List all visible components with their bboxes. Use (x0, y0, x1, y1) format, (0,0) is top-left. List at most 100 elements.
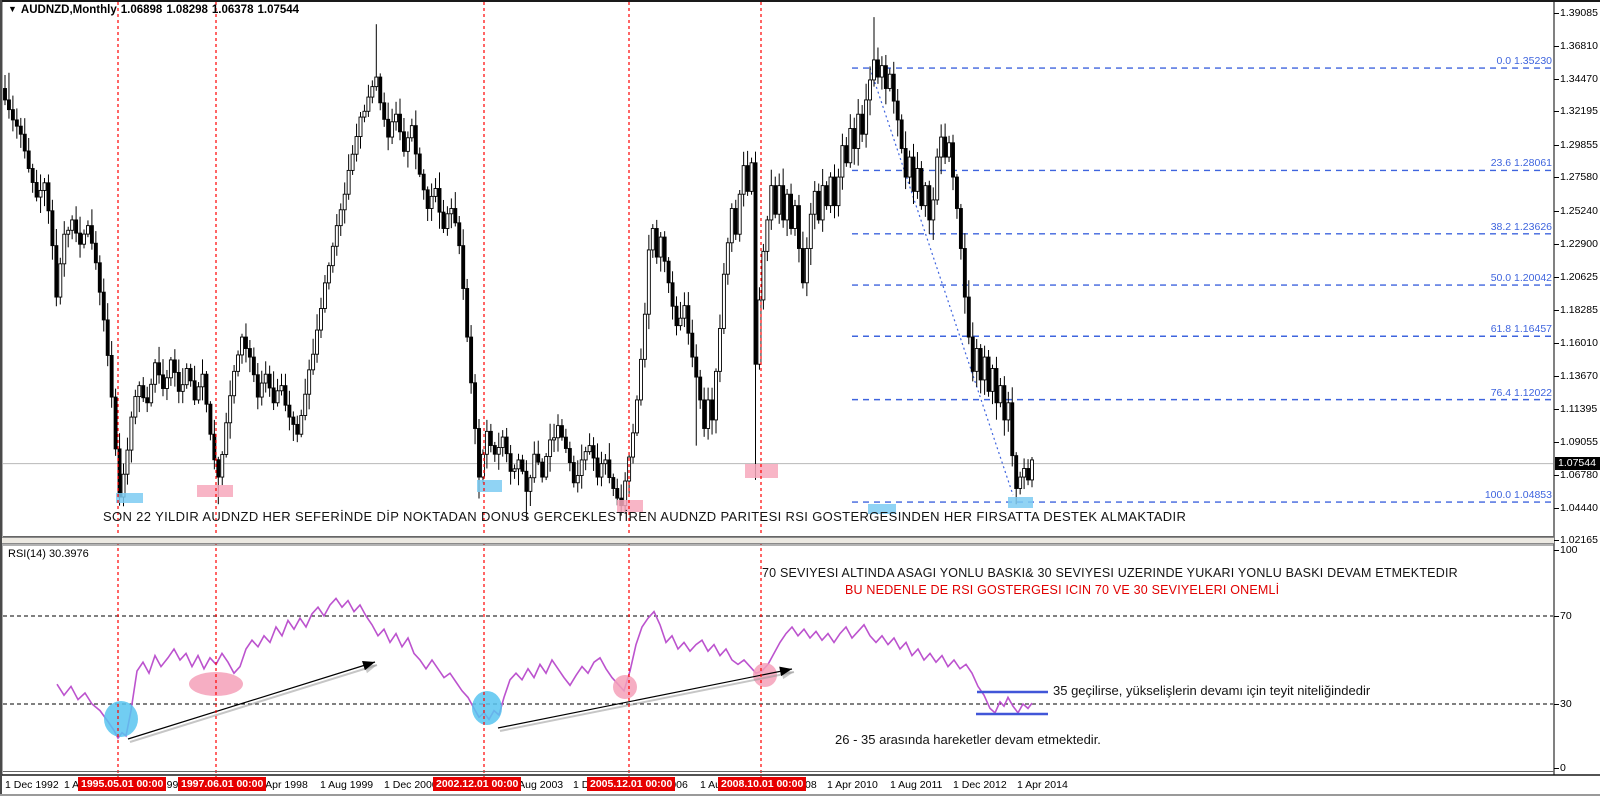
rsi-blue-marker[interactable] (104, 701, 138, 737)
price-axis-tick (1554, 507, 1559, 509)
collapse-triangle-icon[interactable]: ▼ (8, 4, 17, 14)
fib-level-label: 76.4 1.12022 (1490, 386, 1552, 399)
price-axis-label: 1.11395 (1560, 402, 1598, 415)
price-axis-tick (1554, 474, 1559, 476)
trend-arrow[interactable] (127, 661, 376, 740)
rsi-axis-tick (1554, 704, 1559, 705)
quote-low: 1.06378 (211, 4, 254, 16)
trend-guide-line[interactable] (869, 67, 1014, 496)
price-axis-label: 1.22900 (1560, 238, 1598, 251)
vline-date-highlight: 2008.10.01 00:00 (718, 777, 807, 791)
current-price-tag: 1.07544 (1555, 457, 1600, 470)
candlesticks (3, 17, 1034, 520)
annotation-26-35-range: 26 - 35 arasında hareketler devam etmekt… (835, 732, 1101, 747)
price-axis-label: 1.39085 (1560, 7, 1598, 19)
price-axis-tick (1554, 144, 1559, 146)
time-axis-label: 1 Dec 2000 (384, 779, 438, 791)
fib-level-label: 100.0 1.04853 (1484, 489, 1552, 502)
time-axis-label: 1 Apr 1998 (257, 779, 308, 791)
window-top-border (0, 0, 1600, 2)
blue-dip-marker (116, 493, 143, 503)
rsi-axis-tick (1554, 616, 1559, 617)
price-axis-tick (1554, 78, 1559, 80)
price-axis-label: 1.25240 (1560, 204, 1598, 217)
time-axis-label: 1 Apr 2014 (1017, 779, 1068, 791)
price-axis-label: 1.13670 (1560, 370, 1598, 383)
price-axis-label: 1.32195 (1560, 105, 1598, 118)
price-axis-tick (1554, 244, 1559, 246)
blue-dip-marker (477, 480, 502, 492)
fib-level-label: 50.0 1.20042 (1490, 272, 1552, 285)
rsi-pink-marker[interactable] (189, 672, 243, 696)
price-axis-tick (1554, 342, 1559, 344)
window-left-border (0, 0, 2, 796)
price-axis-tick (1554, 276, 1559, 278)
fib-level-label: 61.8 1.16457 (1490, 323, 1552, 336)
price-axis-label: 1.18285 (1560, 304, 1598, 317)
rsi-pink-marker[interactable] (613, 675, 637, 699)
pink-dip-marker (617, 500, 643, 512)
vline-date-highlight: 1997.06.01 00:00 (178, 777, 267, 791)
fibonacci-retracement[interactable] (852, 67, 1553, 503)
panel-separator[interactable] (0, 537, 1554, 544)
pink-dip-marker (197, 485, 233, 497)
rsi-line (56, 597, 1033, 740)
rsi-axis-label: 100 (1560, 544, 1578, 556)
quote-open: 1.06898 (120, 4, 163, 16)
price-axis-label: 1.09055 (1560, 436, 1598, 448)
rsi-axis-label: 0 (1560, 762, 1566, 774)
rsi-axis-label: 30 (1560, 698, 1572, 710)
main-chart-panel (3, 17, 1553, 520)
price-axis-tick (1554, 376, 1559, 378)
rsi-panel (3, 597, 1553, 743)
price-axis-label: 1.27580 (1560, 171, 1598, 184)
time-axis-label: 1 Aug 2003 (510, 779, 564, 791)
price-axis-label: 1.20625 (1560, 270, 1598, 283)
price-axis-tick (1554, 13, 1559, 14)
trend-arrow[interactable] (497, 668, 793, 729)
rsi-indicator-label: RSI(14) 30.3976 (8, 548, 89, 560)
price-axis-label: 1.29855 (1560, 138, 1598, 151)
annotation-main: SON 22 YILDIR AUDNZD HER SEFERİNDE DİP N… (103, 509, 1187, 524)
price-axis-tick (1554, 540, 1559, 542)
rsi-axis-tick (1554, 550, 1559, 551)
annotation-35-break: 35 geçilirse, yükselişlerin devamı için … (1053, 683, 1371, 698)
price-axis-label: 1.34470 (1560, 72, 1598, 85)
vline-date-highlight: 1995.05.01 00:00 (78, 777, 167, 791)
time-axis-label: 1 Aug 1999 (320, 779, 374, 791)
price-axis-label: 1.02165 (1560, 534, 1598, 547)
rsi-axis-label: 70 (1560, 610, 1572, 622)
window-bottom-border (0, 794, 1600, 796)
annotation-rsi-important: BU NEDENLE DE RSI GOSTERGESI ICIN 70 VE … (845, 583, 1280, 597)
time-axis-label: 1 Aug 2011 (890, 779, 943, 791)
price-axis-tick (1554, 177, 1559, 179)
blue-dip-marker (868, 504, 896, 514)
price-axis-label: 1.04440 (1560, 501, 1598, 514)
quote-close: 1.07544 (257, 4, 300, 16)
price-axis-tick (1554, 45, 1559, 47)
price-axis-tick (1554, 442, 1559, 443)
rsi-axis-tick (1554, 768, 1559, 769)
quote-high: 1.08298 (166, 4, 208, 16)
price-axis-label: 1.36810 (1560, 39, 1598, 52)
chart-info-bar: ▼ AUDNZD,Monthly 1.06898 1.08298 1.06378 1.07… (8, 4, 303, 16)
annotation-rsi-levels: 70 SEVIYESI ALTINDA ASAGI YONLU BASKI& 3… (762, 566, 1458, 580)
time-axis-label: 1 Dec 2012 (953, 779, 1007, 791)
vline-date-highlight: 2002.12.01 00:00 (433, 777, 522, 791)
rsi-blue-marker[interactable] (472, 691, 502, 725)
symbol-period-label: AUDNZD,Monthly (20, 4, 117, 16)
price-axis-tick (1554, 310, 1559, 312)
time-axis-label: 1 Apr 2010 (827, 779, 878, 791)
blue-dip-marker (1008, 497, 1033, 508)
fib-level-label: 23.6 1.28061 (1490, 157, 1552, 170)
fib-level-label: 0.0 1.35230 (1496, 55, 1552, 68)
fib-level-label: 38.2 1.23626 (1490, 220, 1552, 233)
price-axis-label: 1.16010 (1560, 336, 1598, 349)
time-axis-label: 1 Dec 1992 (5, 779, 59, 791)
price-axis-label: 1.06780 (1560, 468, 1598, 481)
price-axis-tick (1554, 111, 1559, 113)
price-axis-tick (1554, 408, 1559, 410)
